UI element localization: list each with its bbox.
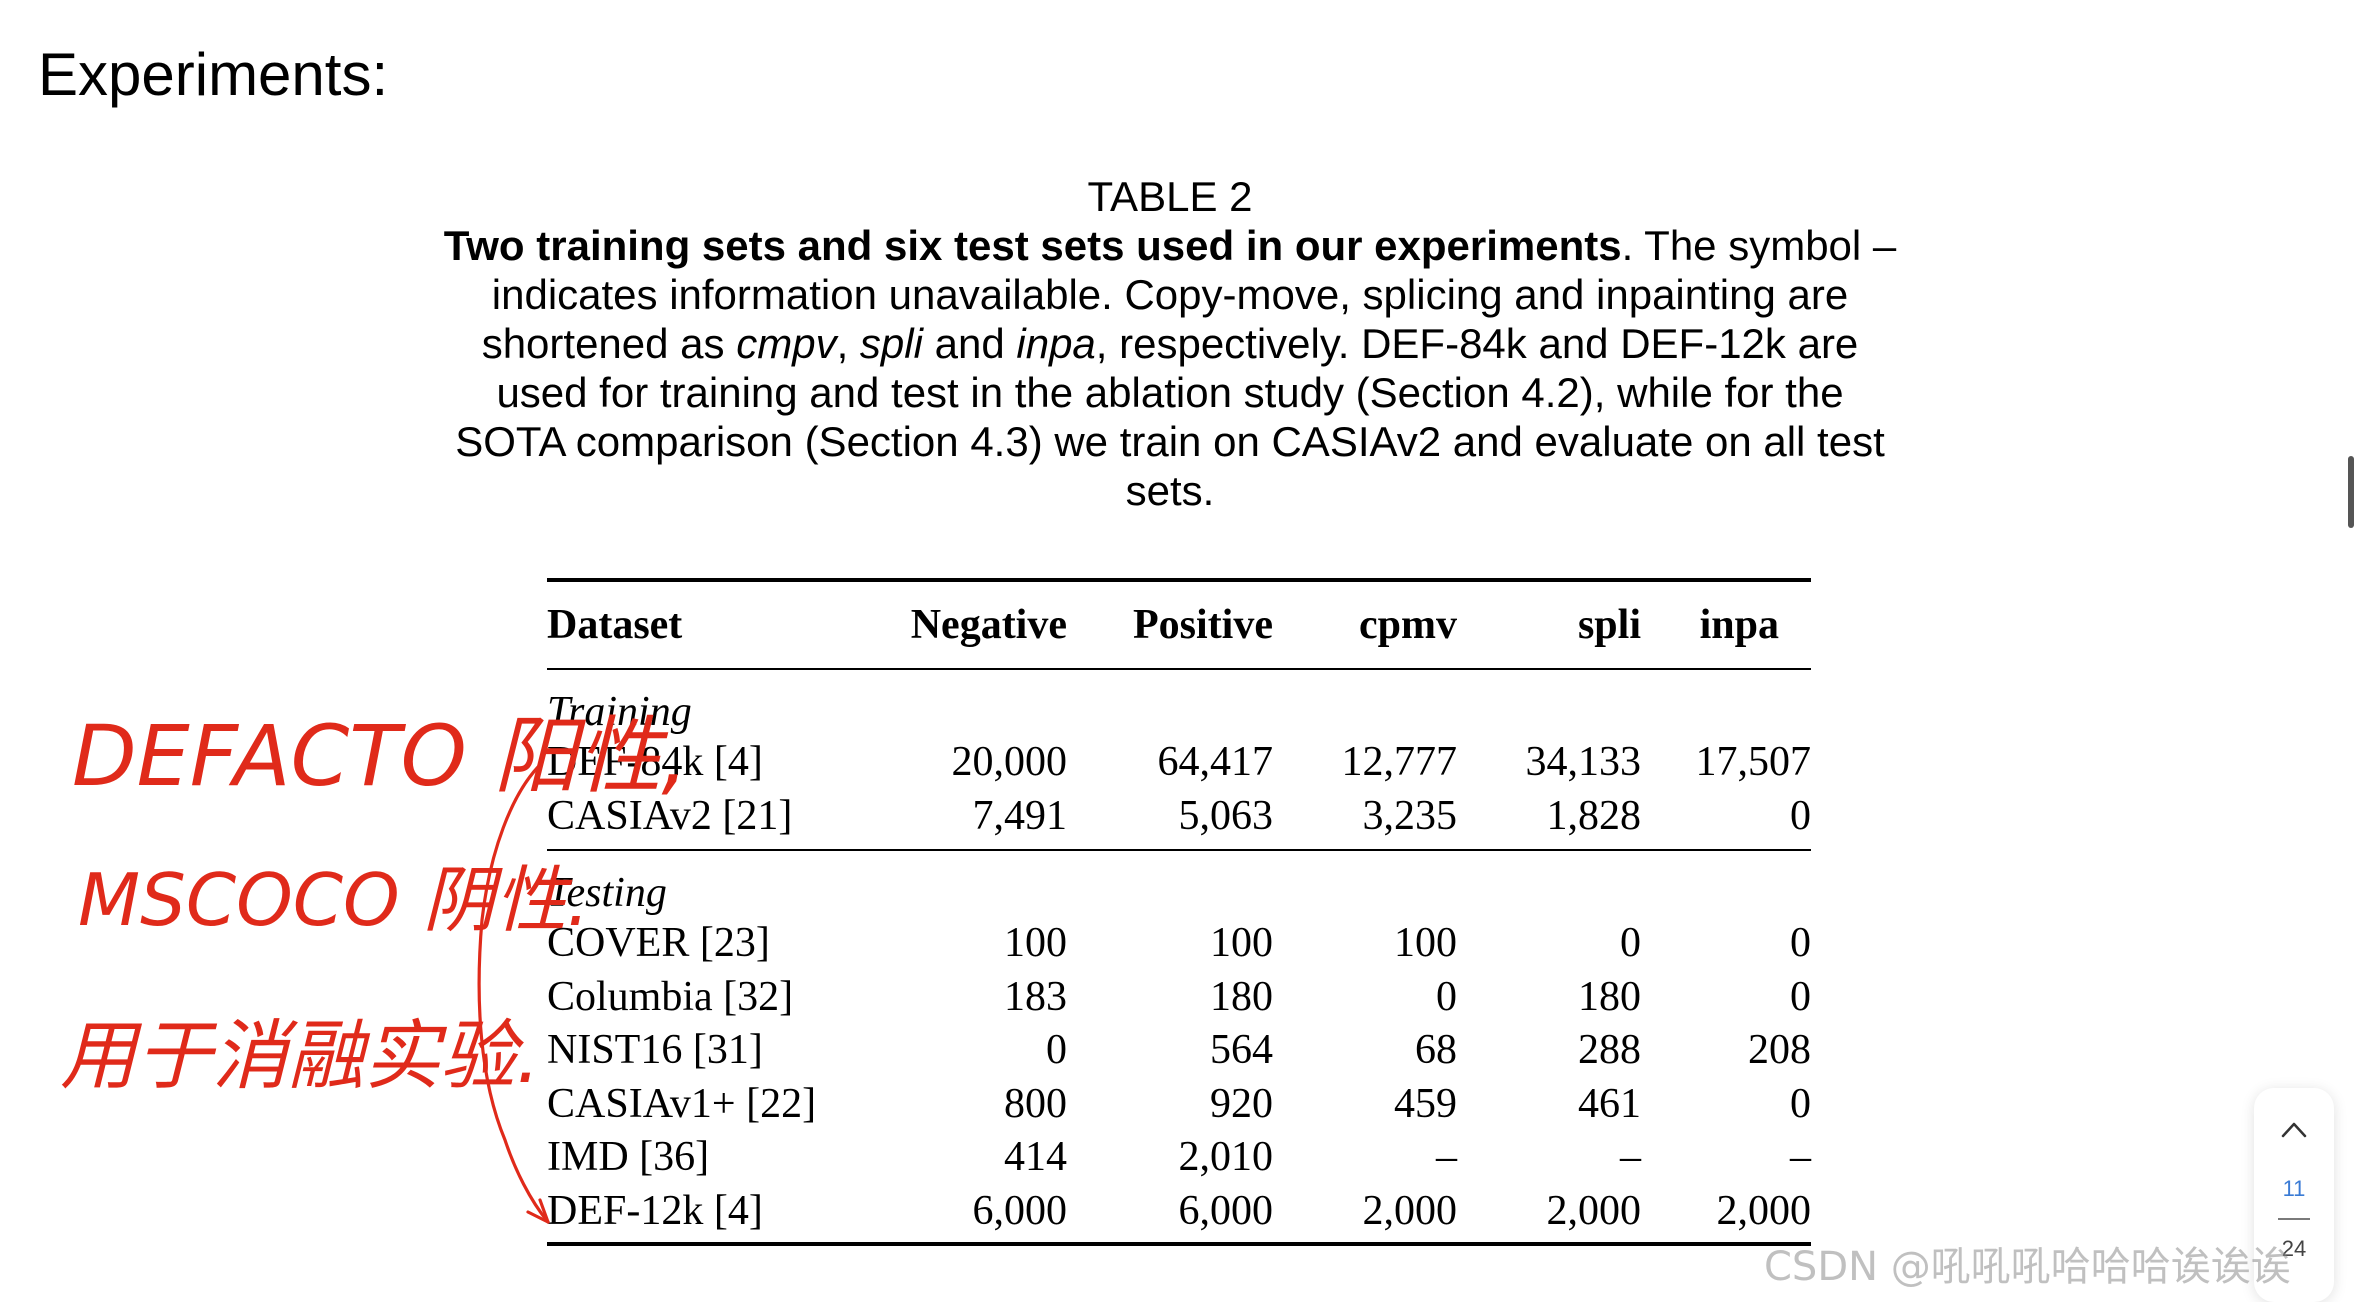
- cell-positive: 64,417: [1157, 739, 1274, 785]
- cell-inpa: 208: [1748, 1027, 1811, 1073]
- cell-dataset: COVER [23]: [547, 920, 770, 966]
- column-header-inpa: inpa: [1641, 578, 1811, 670]
- cell-positive: 100: [1210, 920, 1273, 966]
- dataset-table: Dataset Negative Positive cpmv spli inpa…: [547, 578, 1811, 1246]
- cell-inpa: 0: [1641, 789, 1811, 851]
- cell-spli: 0: [1620, 920, 1641, 966]
- caption-term-cmpv: cmpv: [736, 320, 837, 367]
- cell-positive: 5,063: [1067, 789, 1273, 851]
- caption-text-1: . The symbol – indicates information una…: [481, 222, 1897, 367]
- page-heading: Experiments:: [38, 41, 389, 108]
- annotation-line-2: MSCOCO 阴性.: [78, 858, 590, 942]
- table-row: NIST16 [31] 0 564 68 288 208: [547, 1024, 1811, 1078]
- table-row: CASIAv2 [21] 7,491 5,063 3,235 1,828 0: [547, 789, 1811, 851]
- caption-term-inpa: inpa: [1016, 320, 1096, 367]
- table-row: CASIAv1+ [22] 800 920 459 461 0: [547, 1078, 1811, 1132]
- table-label: TABLE 2: [1087, 173, 1253, 220]
- cell-negative: 7,491: [867, 789, 1067, 851]
- column-header-negative: Negative: [867, 578, 1067, 670]
- table-group-header: Testing: [547, 850, 1811, 917]
- cell-inpa: 0: [1790, 973, 1811, 1020]
- cell-spli: –: [1620, 1134, 1641, 1180]
- cell-positive: 564: [1210, 1027, 1273, 1073]
- cell-dataset: Columbia [32]: [547, 973, 794, 1020]
- cell-spli: 461: [1578, 1080, 1641, 1127]
- cell-inpa: –: [1790, 1134, 1811, 1180]
- caption-text-2: ,: [836, 320, 860, 367]
- cell-positive: 6,000: [1067, 1184, 1273, 1246]
- table-row: DEF-12k [4] 6,000 6,000 2,000 2,000 2,000: [547, 1184, 1811, 1246]
- cell-negative: 100: [1004, 920, 1067, 966]
- cell-inpa: 17,507: [1695, 739, 1812, 785]
- cell-negative: 414: [1004, 1134, 1067, 1180]
- column-header-cpmv: cpmv: [1273, 578, 1457, 670]
- csdn-watermark: CSDN @吼吼吼哈哈哈诶诶诶: [1764, 1244, 2291, 1290]
- cell-dataset: CASIAv1+ [22]: [547, 1080, 817, 1127]
- column-header-spli: spli: [1457, 578, 1641, 670]
- cell-cpmv: 459: [1394, 1080, 1457, 1127]
- current-page-number: 11: [2282, 1176, 2306, 1201]
- cell-dataset: DEF-12k [4]: [547, 1184, 867, 1246]
- cell-positive: 2,010: [1178, 1134, 1274, 1180]
- cell-cpmv: 12,777: [1341, 739, 1458, 785]
- caption-text-4: , respectively. DEF-84k and DEF-12k are …: [455, 320, 1885, 514]
- cell-positive: 920: [1210, 1080, 1273, 1127]
- cell-cpmv: 0: [1436, 973, 1457, 1020]
- caption-term-spli: spli: [859, 320, 923, 367]
- cell-negative: 20,000: [951, 739, 1068, 785]
- cell-inpa: 0: [1790, 920, 1811, 966]
- table-row: Columbia [32] 183 180 0 180 0: [547, 971, 1811, 1025]
- cell-cpmv: 100: [1394, 920, 1457, 966]
- annotation-line-3: 用于消融实验.: [60, 1011, 540, 1100]
- cell-cpmv: 3,235: [1273, 789, 1457, 851]
- cell-cpmv: 2,000: [1273, 1184, 1457, 1246]
- column-header-dataset: Dataset: [547, 578, 867, 670]
- page-divider: [2278, 1218, 2310, 1220]
- cell-negative: 800: [1004, 1080, 1067, 1127]
- table-header-row: Dataset Negative Positive cpmv spli inpa: [547, 578, 1811, 670]
- cell-spli: 34,133: [1525, 739, 1642, 785]
- cell-dataset: CASIAv2 [21]: [547, 789, 867, 851]
- table-group-header: Training: [547, 669, 1811, 736]
- cell-cpmv: –: [1436, 1134, 1457, 1180]
- table-row: DEF-84k [4] 20,000 64,417 12,777 34,133 17,50…: [547, 736, 1811, 790]
- page-navigator: 11 24: [2254, 1088, 2334, 1302]
- cell-negative: 6,000: [867, 1184, 1067, 1246]
- cell-spli: 1,828: [1457, 789, 1641, 851]
- cell-spli: 2,000: [1457, 1184, 1641, 1246]
- cell-positive: 180: [1210, 973, 1273, 1020]
- cell-inpa: 0: [1790, 1080, 1811, 1127]
- table-caption: TABLE 2 Two training sets and six test s…: [440, 172, 1900, 515]
- group-label: Testing: [547, 870, 667, 916]
- table-row: COVER [23] 100 100 100 0 0: [547, 917, 1811, 971]
- column-header-positive: Positive: [1067, 578, 1273, 670]
- cell-spli: 180: [1578, 973, 1641, 1020]
- total-page-count: 24: [2281, 1236, 2307, 1261]
- cell-dataset: DEF-84k [4]: [547, 739, 763, 785]
- cell-negative: 0: [1046, 1027, 1067, 1073]
- caption-bold-title: Two training sets and six test sets used…: [443, 222, 1622, 269]
- cell-dataset: IMD [36]: [547, 1134, 710, 1180]
- dataset-table-container: Dataset Negative Positive cpmv spli inpa…: [547, 578, 1811, 1246]
- cell-spli: 288: [1578, 1027, 1641, 1073]
- cell-inpa: 2,000: [1641, 1184, 1811, 1246]
- table-row: IMD [36] 414 2,010 – – –: [547, 1131, 1811, 1185]
- scrollbar-thumb[interactable]: [2348, 456, 2354, 528]
- group-label: Training: [547, 689, 692, 735]
- cell-dataset: NIST16 [31]: [547, 1027, 763, 1073]
- cell-cpmv: 68: [1415, 1027, 1457, 1073]
- cell-negative: 183: [1004, 973, 1067, 1020]
- caption-text-3: and: [922, 320, 1017, 367]
- chevron-up-icon[interactable]: [2274, 1110, 2314, 1150]
